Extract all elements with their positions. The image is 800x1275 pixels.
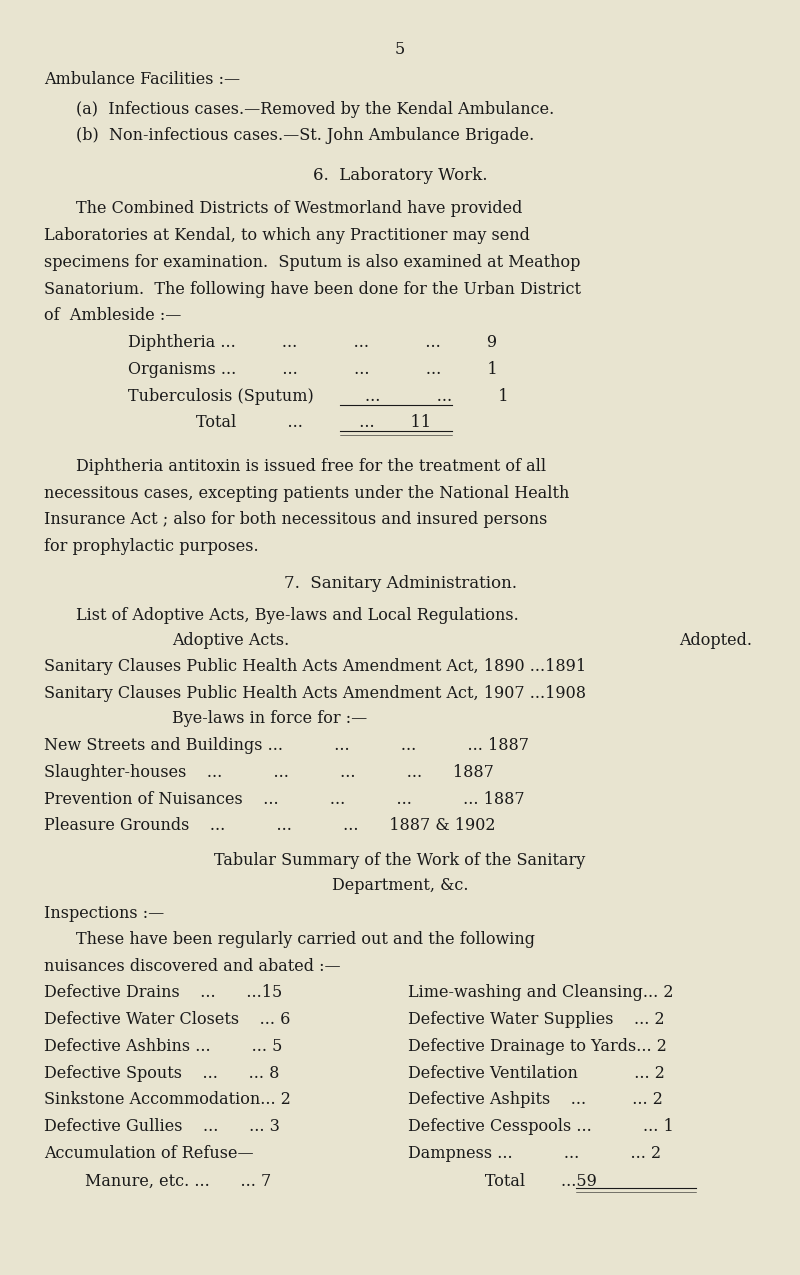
Text: Defective Ashbins ...        ... 5: Defective Ashbins ... ... 5 — [44, 1038, 282, 1054]
Text: Accumulation of Refuse—: Accumulation of Refuse— — [44, 1145, 254, 1162]
Text: Sanatorium.  The following have been done for the Urban District: Sanatorium. The following have been done… — [44, 280, 581, 297]
Text: Adopted.: Adopted. — [679, 632, 752, 649]
Text: Defective Drainage to Yards... 2: Defective Drainage to Yards... 2 — [408, 1038, 667, 1054]
Text: Adoptive Acts.: Adoptive Acts. — [172, 632, 290, 649]
Text: of  Ambleside :—: of Ambleside :— — [44, 307, 182, 324]
Text: Prevention of Nuisances    ...          ...          ...          ... 1887: Prevention of Nuisances ... ... ... ... … — [44, 790, 525, 807]
Text: Manure, etc. ...      ... 7: Manure, etc. ... ... 7 — [44, 1173, 271, 1190]
Text: Defective Drains    ...      ...15: Defective Drains ... ...15 — [44, 984, 282, 1001]
Text: Sinkstone Accommodation... 2: Sinkstone Accommodation... 2 — [44, 1091, 291, 1108]
Text: Lime-washing and Cleansing... 2: Lime-washing and Cleansing... 2 — [408, 984, 674, 1001]
Text: The Combined Districts of Westmorland have provided: The Combined Districts of Westmorland ha… — [76, 200, 522, 217]
Text: Defective Water Supplies    ... 2: Defective Water Supplies ... 2 — [408, 1011, 665, 1028]
Text: Defective Ventilation           ... 2: Defective Ventilation ... 2 — [408, 1065, 665, 1081]
Text: nuisances discovered and abated :—: nuisances discovered and abated :— — [44, 958, 341, 974]
Text: New Streets and Buildings ...          ...          ...          ... 1887: New Streets and Buildings ... ... ... ..… — [44, 737, 529, 754]
Text: Defective Ashpits    ...         ... 2: Defective Ashpits ... ... 2 — [408, 1091, 663, 1108]
Text: Defective Spouts    ...      ... 8: Defective Spouts ... ... 8 — [44, 1065, 279, 1081]
Text: Laboratories at Kendal, to which any Practitioner may send: Laboratories at Kendal, to which any Pra… — [44, 227, 530, 244]
Text: Insurance Act ; also for both necessitous and insured persons: Insurance Act ; also for both necessitou… — [44, 511, 547, 528]
Text: Defective Water Closets    ... 6: Defective Water Closets ... 6 — [44, 1011, 290, 1028]
Text: Tuberculosis (Sputum)          ...           ...         1: Tuberculosis (Sputum) ... ... 1 — [128, 388, 509, 404]
Text: (a)  Infectious cases.—Removed by the Kendal Ambulance.: (a) Infectious cases.—Removed by the Ken… — [76, 101, 554, 117]
Text: Total       ...59: Total ...59 — [408, 1173, 597, 1190]
Text: These have been regularly carried out and the following: These have been regularly carried out an… — [76, 931, 535, 947]
Text: Ambulance Facilities :—: Ambulance Facilities :— — [44, 71, 240, 88]
Text: Department, &c.: Department, &c. — [332, 877, 468, 894]
Text: Total          ...           ...       11: Total ... ... 11 — [196, 414, 431, 431]
Text: Bye-laws in force for :—: Bye-laws in force for :— — [172, 710, 367, 727]
Text: for prophylactic purposes.: for prophylactic purposes. — [44, 538, 258, 555]
Text: Sanitary Clauses Public Health Acts Amendment Act, 1907 ...1908: Sanitary Clauses Public Health Acts Amen… — [44, 685, 586, 701]
Text: 7.  Sanitary Administration.: 7. Sanitary Administration. — [283, 575, 517, 592]
Text: Diphtheria ...         ...           ...           ...         9: Diphtheria ... ... ... ... 9 — [128, 334, 497, 351]
Text: List of Adoptive Acts, Bye-laws and Local Regulations.: List of Adoptive Acts, Bye-laws and Loca… — [76, 607, 518, 623]
Text: 5: 5 — [395, 41, 405, 57]
Text: 6.  Laboratory Work.: 6. Laboratory Work. — [313, 167, 487, 184]
Text: specimens for examination.  Sputum is also examined at Meathop: specimens for examination. Sputum is als… — [44, 254, 580, 270]
Text: (b)  Non-infectious cases.—St. John Ambulance Brigade.: (b) Non-infectious cases.—St. John Ambul… — [76, 128, 534, 144]
Text: Defective Cesspools ...          ... 1: Defective Cesspools ... ... 1 — [408, 1118, 674, 1135]
Text: Sanitary Clauses Public Health Acts Amendment Act, 1890 ...1891: Sanitary Clauses Public Health Acts Amen… — [44, 658, 586, 674]
Text: necessitous cases, excepting patients under the National Health: necessitous cases, excepting patients un… — [44, 484, 570, 501]
Text: Pleasure Grounds    ...          ...          ...      1887 & 1902: Pleasure Grounds ... ... ... 1887 & 1902 — [44, 817, 495, 834]
Text: Tabular Summary of the Work of the Sanitary: Tabular Summary of the Work of the Sanit… — [214, 852, 586, 868]
Text: Defective Gullies    ...      ... 3: Defective Gullies ... ... 3 — [44, 1118, 280, 1135]
Text: Diphtheria antitoxin is issued free for the treatment of all: Diphtheria antitoxin is issued free for … — [76, 458, 546, 474]
Text: Dampness ...          ...          ... 2: Dampness ... ... ... 2 — [408, 1145, 661, 1162]
Text: Inspections :—: Inspections :— — [44, 905, 164, 922]
Text: Organisms ...         ...           ...           ...         1: Organisms ... ... ... ... 1 — [128, 361, 498, 377]
Text: Slaughter-houses    ...          ...          ...          ...      1887: Slaughter-houses ... ... ... ... 1887 — [44, 764, 494, 780]
